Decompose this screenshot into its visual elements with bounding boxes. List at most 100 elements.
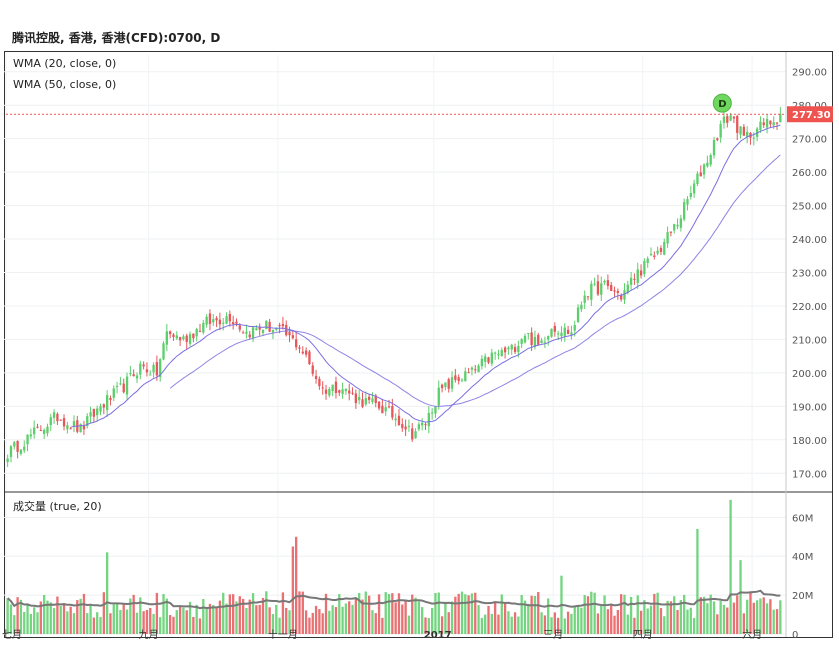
volume-bar-down [16, 597, 19, 634]
candle-up [384, 407, 387, 412]
volume-bar-down [762, 597, 765, 634]
volume-bar-up [387, 594, 391, 634]
candle-down [172, 334, 175, 338]
legend-volume[interactable]: 成交量 (true, 20) [13, 498, 102, 514]
volume-bar-up [523, 600, 527, 634]
candle-up [722, 116, 726, 123]
y-tick-label: 230.00 [792, 269, 827, 280]
volume-bar-down [295, 536, 298, 634]
volume-bar-up [26, 604, 29, 634]
candle-down [610, 284, 613, 291]
volume-bar-up [384, 592, 387, 634]
candle-down [354, 393, 358, 404]
candle-down [367, 396, 371, 400]
volume-bar-up [212, 605, 215, 634]
candle-down [513, 347, 517, 352]
volume-bar-up [580, 607, 583, 634]
candle-down [318, 378, 321, 387]
volume-bar-up [205, 608, 208, 634]
candle-down [215, 318, 218, 321]
volume-bar-up [275, 604, 278, 634]
candle-up [212, 319, 215, 323]
candle-up [570, 332, 573, 335]
candle-up [225, 316, 228, 324]
volume-bar-up [23, 611, 26, 634]
candle-down [248, 334, 251, 338]
candle-down [669, 231, 673, 233]
candle-up [510, 344, 513, 350]
volume-bar-down [248, 599, 251, 634]
candle-up [603, 280, 606, 283]
volume-bar-up [480, 617, 484, 634]
volume-bars [6, 499, 782, 634]
volume-bar-up [72, 613, 76, 634]
last-price-tag [787, 106, 833, 123]
candle-up [683, 202, 686, 220]
candle-up [19, 449, 23, 454]
volume-bar-up [49, 602, 52, 634]
volume-bar-down [172, 616, 175, 634]
volume-bar-down [102, 592, 105, 634]
volume-bar-up [643, 600, 646, 634]
x-tick-label: 十一月 [268, 628, 298, 641]
candle-down [769, 120, 772, 125]
candle-up [394, 418, 397, 421]
volume-bar-down [192, 616, 195, 634]
legend-wma50[interactable]: WMA (50, close, 0) [13, 78, 117, 91]
candle-down [716, 138, 719, 141]
candle-up [576, 307, 580, 322]
volume-bar-up [89, 605, 92, 634]
candle-down [467, 372, 470, 374]
volume-bar-up [129, 598, 132, 634]
chart-title: 腾讯控股, 香港, 香港(CFD):0700, D [12, 31, 221, 45]
volume-bar-up [33, 607, 36, 634]
candle-down [132, 374, 135, 377]
volume-bar-down [742, 613, 746, 634]
volume-bar-down [736, 595, 739, 634]
y-tick-label: 60M [792, 513, 813, 524]
volume-bar-down [304, 610, 308, 634]
volume-bar-up [739, 560, 742, 634]
volume-bar-up [603, 595, 606, 634]
candle-down [321, 387, 324, 389]
volume-bar-up [507, 611, 510, 634]
volume-bar-down [543, 615, 547, 634]
volume-bar-down [155, 592, 159, 634]
volume-bar-up [484, 614, 487, 634]
volume-bar-up [450, 601, 454, 634]
candle-up [573, 324, 576, 331]
volume-bar-down [440, 616, 444, 634]
volume-bar-down [530, 595, 533, 634]
candle-up [523, 335, 527, 343]
candle-down [537, 334, 540, 345]
candle-down [348, 390, 351, 394]
volume-bar-down [324, 593, 328, 634]
volume-bar-down [334, 607, 338, 634]
candle-up [450, 377, 454, 389]
volume-bar-down [142, 611, 145, 634]
legend-wma20[interactable]: WMA (20, close, 0) [13, 57, 117, 70]
candle-up [676, 224, 679, 227]
volume-bar-up [500, 594, 503, 634]
volume-bar-up [235, 601, 238, 634]
volume-bar-down [749, 591, 752, 634]
candle-down [503, 347, 507, 353]
volume-bar-up [527, 603, 530, 634]
volume-bar-down [69, 606, 72, 634]
volume-bar-up [679, 600, 683, 634]
candle-up [729, 115, 732, 121]
dividend-badge [712, 93, 732, 113]
volume-bar-down [298, 591, 301, 634]
candle-down [324, 389, 328, 394]
candle-up [527, 333, 530, 335]
candle-down [596, 281, 600, 295]
candle-down [762, 122, 765, 126]
volume-bar-up [66, 611, 69, 634]
volume-bar-down [321, 613, 324, 634]
candle-down [168, 331, 172, 335]
candle-up [125, 376, 129, 395]
candle-up [623, 290, 626, 300]
candle-down [232, 322, 235, 325]
candle-up [66, 425, 69, 430]
